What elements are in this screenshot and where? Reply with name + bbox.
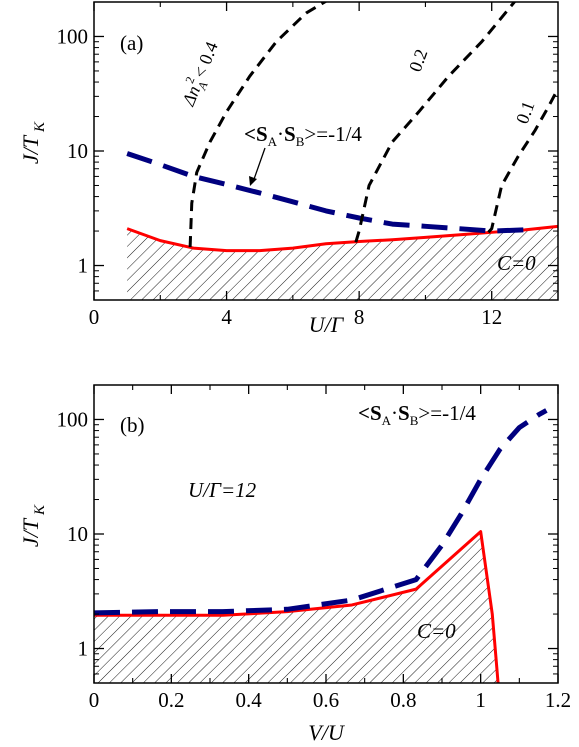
panel-b-ytick-label: 1	[78, 637, 89, 661]
panel-a-contour-line-4	[487, 87, 558, 234]
spin-a-sub-a: A	[268, 134, 278, 149]
region-label-a: C=0	[497, 251, 536, 275]
panel-b-xtick-label: 1	[475, 688, 486, 712]
panel-b-ytick-label: 10	[67, 522, 88, 546]
panel-b-xtick-label: 0.2	[158, 688, 184, 712]
panel-a-contour-line-2	[188, 2, 328, 248]
label-dn-04-sup: 2	[182, 75, 197, 86]
panel-a-c0-boundary-line	[126, 224, 558, 253]
panel-a-xtick-label: 0	[89, 305, 100, 329]
panel-a-xtick-label: 4	[221, 305, 232, 329]
param-label-text: U/Γ=12	[188, 478, 257, 502]
panel-b-xtick-label: 0	[89, 688, 100, 712]
region-label-a-text: C=0	[497, 251, 536, 275]
panel-b-spin-corr-line	[94, 408, 548, 616]
spin-b-open: <S	[358, 401, 382, 425]
panel-b-label: (b)	[120, 413, 145, 437]
panel-a-label: (a)	[120, 31, 143, 55]
spin-a-dot: ·	[277, 122, 284, 146]
spin-a-close: >=-1/4	[304, 122, 362, 146]
label-spin-corr-a: <SA·SB>=-1/4	[244, 122, 362, 149]
panel-b: 0 0.2 0.4 0.6 0.8 1 1.2 1 10 100 (b) V/U J/T K <S…	[18, 384, 571, 745]
panel-b-xtick-label: 0.6	[313, 688, 339, 712]
panel-a-ticks: 0 4 8 12 1 10 100	[57, 2, 558, 329]
panel-b-xtick-label: 0.8	[390, 688, 416, 712]
label-dn-04-tail: < 0.4	[189, 39, 221, 81]
panel-a-xtick-label: 8	[354, 305, 365, 329]
spin-a-s: S	[284, 122, 296, 146]
panel-b-ylabel-text: J/T	[18, 517, 43, 547]
region-label-b-text: C=0	[417, 619, 456, 643]
panel-a-plot-area	[126, 2, 558, 300]
panel-a-xtick-label: 12	[481, 305, 502, 329]
panel-a-ylabel-sub: K	[32, 121, 48, 133]
panel-b-ticks: 0 0.2 0.4 0.6 0.8 1 1.2 1 10 100	[57, 385, 571, 712]
panel-a-contour-line-3	[354, 2, 517, 243]
panel-b-plot-area	[94, 408, 548, 683]
panel-a-xlabel: U/Γ	[309, 312, 345, 337]
spin-a-sub-b: B	[296, 134, 305, 149]
panel-b-c0-boundary-line	[94, 530, 500, 683]
panel-b-xtick-label: 1.2	[545, 688, 571, 712]
panel-a-ytick-label: 1	[78, 254, 89, 278]
panel-b-ytick-label: 100	[57, 407, 89, 431]
label-contour-02: 0.2	[405, 46, 431, 74]
label-contour-01: 0.1	[512, 98, 538, 126]
panel-b-xlabel: V/U	[308, 720, 346, 745]
panel-a-spin-corr-line	[126, 151, 525, 234]
panel-a-region-c0	[127, 226, 558, 300]
spin-a-open: <S	[244, 122, 268, 146]
spin-b-close: >=-1/4	[418, 401, 476, 425]
spin-b-sub-a: A	[382, 413, 392, 428]
spin-arrow-shaft	[252, 147, 266, 183]
param-label: U/Γ=12	[188, 478, 257, 502]
region-label-b: C=0	[417, 619, 456, 643]
spin-b-s: S	[398, 401, 410, 425]
panel-a-ytick-label: 10	[67, 139, 88, 163]
panel-b-region-c0	[94, 531, 499, 683]
spin-b-dot: ·	[391, 401, 398, 425]
panel-a-ylabel-text: J/T	[18, 134, 43, 164]
label-spin-corr-b: <SA·SB>=-1/4	[358, 401, 476, 428]
spin-arrow-head	[249, 176, 257, 186]
panel-b-xtick-label: 0.4	[236, 688, 263, 712]
panel-b-ylabel: J/T K	[18, 504, 48, 547]
panel-a-ylabel: J/T K	[18, 121, 48, 164]
spin-b-sub-b: B	[410, 413, 419, 428]
panel-a-ytick-label: 100	[57, 24, 89, 48]
label-dn-04-main: ΔnA2< 0.4	[174, 37, 225, 111]
panel-b-ylabel-sub: K	[32, 504, 48, 516]
label-dn-04: ΔnA2< 0.4	[174, 37, 225, 111]
